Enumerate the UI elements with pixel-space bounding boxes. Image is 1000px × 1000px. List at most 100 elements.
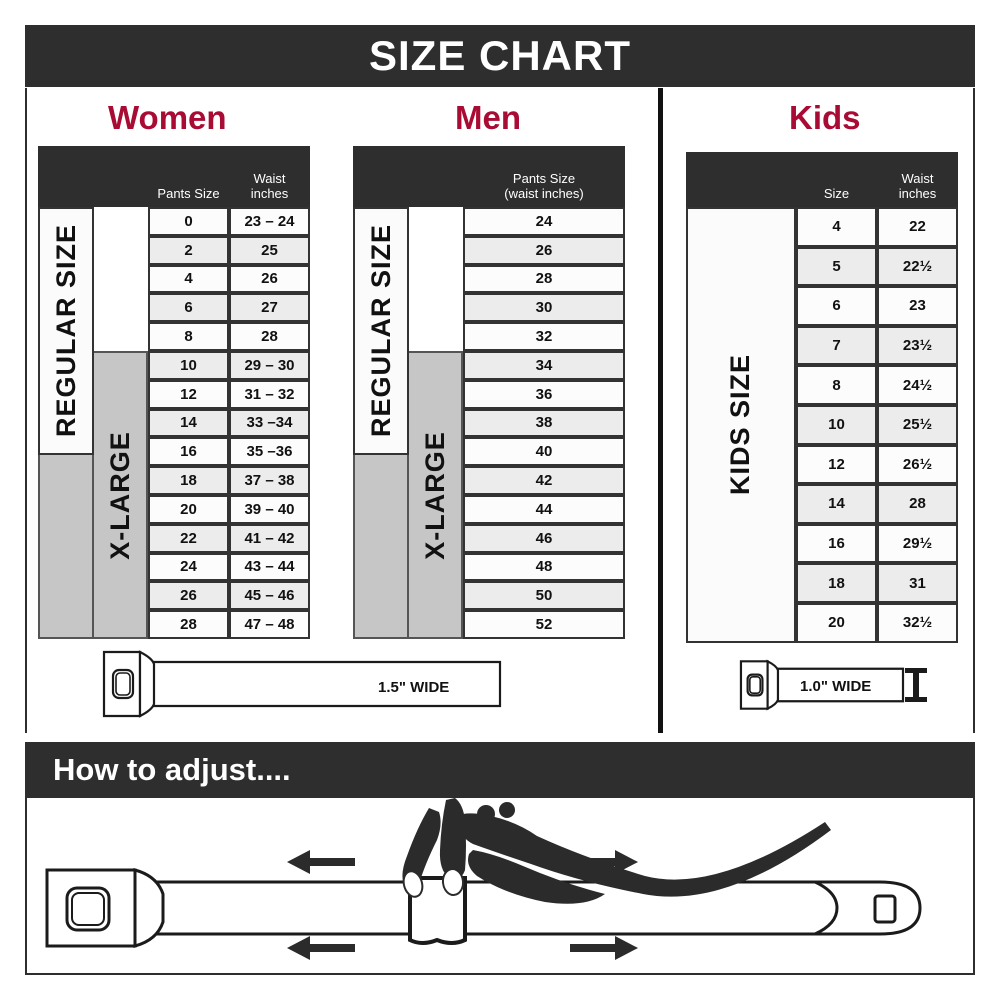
kids-category-label: KIDS SIZE	[725, 354, 756, 496]
women-cell-size: 8	[148, 322, 229, 351]
kids-col-header-waist-line1: Waist	[901, 171, 934, 186]
women-cell-waist: 28	[229, 322, 310, 351]
women-cell-waist: 37 – 38	[229, 466, 310, 495]
men-kids-divider	[658, 88, 663, 733]
kids-cell-waist: 32½	[877, 603, 958, 643]
men-col-header-pants-size: Pants Size (waist inches)	[463, 171, 625, 207]
arrow-left-top	[287, 850, 355, 874]
women-cell-waist: 25	[229, 235, 310, 265]
men-category-regular: REGULAR SIZE	[353, 207, 409, 455]
kids-cell-size: 20	[796, 603, 877, 643]
men-category-xlarge-label: X-LARGE	[419, 430, 450, 560]
section-title-men: Men	[455, 99, 521, 136]
section-title-women: Women	[108, 99, 227, 136]
arrow-right-bottom	[570, 936, 638, 960]
kids-cell-waist: 25½	[877, 405, 958, 445]
belt-diagram-kids	[739, 659, 927, 711]
women-cell-size: 24	[148, 552, 229, 582]
belt-adjust-illustration	[45, 798, 922, 960]
page-title-bar: SIZE CHART	[25, 25, 975, 87]
women-cell-size: 14	[148, 408, 229, 438]
men-col-header-spacer	[353, 146, 463, 207]
men-cell-size: 42	[463, 466, 625, 495]
women-cell-waist: 31 – 32	[229, 379, 310, 409]
women-col-header-waist-line1: Waist	[253, 171, 286, 186]
width-marker-i-beam	[905, 668, 927, 702]
belt-diagram-women	[102, 650, 502, 718]
women-cell-waist: 23 – 24	[229, 207, 310, 236]
men-cell-size: 50	[463, 581, 625, 611]
kids-cell-size: 7	[796, 325, 877, 366]
belt-buckle	[45, 868, 165, 948]
men-cell-size: 30	[463, 293, 625, 323]
kids-cell-waist: 28	[877, 484, 958, 524]
women-col-header-waist: Waist inches	[229, 171, 310, 207]
women-cell-size: 6	[148, 293, 229, 323]
kids-category: KIDS SIZE	[686, 207, 796, 643]
women-category-regular: REGULAR SIZE	[38, 207, 94, 455]
women-cell-waist: 26	[229, 264, 310, 294]
kids-cell-size: 4	[796, 207, 877, 247]
women-cell-waist: 43 – 44	[229, 552, 310, 582]
kids-cell-waist: 29½	[877, 523, 958, 564]
men-cell-size: 26	[463, 235, 625, 265]
women-cell-waist: 39 – 40	[229, 495, 310, 524]
women-cell-waist: 45 – 46	[229, 581, 310, 611]
kids-col-header-spacer	[686, 152, 796, 207]
women-cell-waist: 41 – 42	[229, 523, 310, 553]
kids-cell-waist: 22½	[877, 246, 958, 287]
women-cell-waist: 27	[229, 293, 310, 323]
belt-buckle	[102, 650, 156, 718]
how-to-adjust-bar: How to adjust....	[25, 742, 975, 798]
belt-tip-hole	[873, 894, 897, 924]
women-col-header-spacer	[38, 146, 148, 207]
kids-cell-waist: 26½	[877, 444, 958, 485]
kids-cell-size: 10	[796, 405, 877, 445]
men-cell-size: 34	[463, 351, 625, 380]
women-category-xlarge-label: X-LARGE	[104, 430, 135, 560]
women-col-header-pants-size: Pants Size	[157, 186, 220, 201]
kids-cell-size: 12	[796, 444, 877, 485]
kids-cell-waist: 23	[877, 286, 958, 326]
women-cell-waist: 47 – 48	[229, 610, 310, 639]
women-cell-waist: 35 –36	[229, 437, 310, 467]
men-cell-size: 24	[463, 207, 625, 236]
kids-cell-size: 14	[796, 484, 877, 524]
men-cell-size: 46	[463, 523, 625, 553]
women-cell-size: 12	[148, 379, 229, 409]
kids-cell-size: 8	[796, 365, 877, 405]
kids-col-header-waist: Waist inches	[877, 171, 958, 207]
men-category-regular-label: REGULAR SIZE	[365, 224, 396, 438]
belt-label-women: 1.5" WIDE	[378, 679, 450, 696]
women-table-header: Pants Size Waist inches	[38, 146, 310, 207]
women-cell-size: 28	[148, 610, 229, 639]
men-cell-size: 32	[463, 322, 625, 351]
men-col-header-line1: Pants Size	[512, 171, 576, 186]
women-cell-size: 4	[148, 264, 229, 294]
hand-icon	[402, 798, 831, 904]
women-cell-size: 20	[148, 495, 229, 524]
belt-strap	[128, 880, 922, 936]
kids-cell-size: 16	[796, 523, 877, 564]
men-col-header-line2: (waist inches)	[504, 186, 584, 201]
kids-cell-waist: 22	[877, 207, 958, 247]
women-cell-size: 26	[148, 581, 229, 611]
men-cell-size: 38	[463, 408, 625, 438]
kids-cell-waist: 23½	[877, 325, 958, 366]
kids-cell-size: 18	[796, 563, 877, 603]
kids-cell-waist: 31	[877, 563, 958, 603]
women-cell-size: 0	[148, 207, 229, 236]
women-cell-waist: 33 –34	[229, 408, 310, 438]
kids-col-header-size: Size	[823, 186, 850, 201]
kids-table-header: Size Waist inches	[686, 152, 958, 207]
belt-buckle	[739, 659, 780, 711]
how-to-adjust-title: How to adjust....	[53, 752, 291, 787]
kids-cell-waist: 24½	[877, 365, 958, 405]
women-category-regular-label: REGULAR SIZE	[50, 224, 81, 438]
women-cell-size: 22	[148, 523, 229, 553]
women-category-xlarge: X-LARGE	[92, 351, 148, 639]
arrow-right-top	[570, 850, 638, 874]
women-cell-size: 16	[148, 437, 229, 467]
men-cell-size: 48	[463, 552, 625, 582]
